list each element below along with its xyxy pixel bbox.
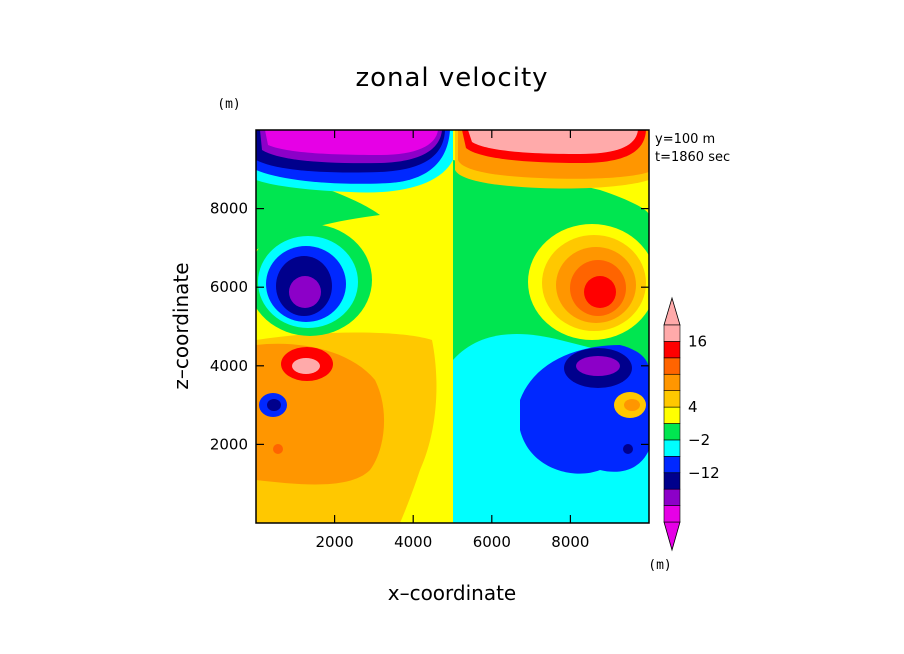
- contour-field: [256, 130, 649, 523]
- contour-right-top-pink: [468, 130, 638, 154]
- annotation-y: y=100 m: [655, 132, 715, 147]
- plot-frame: [255, 129, 650, 524]
- contour-left-lower-orange: [256, 343, 385, 485]
- colorbar-swatch: [663, 324, 681, 342]
- colorbar-level-label: 4: [688, 398, 698, 416]
- x-axis-ticks: 2000 4000 6000 8000: [316, 130, 589, 551]
- contour-left-top-magenta: [265, 130, 438, 155]
- annotation-t: t=1860 sec: [655, 150, 730, 165]
- y-axis-ticks: 2000 4000 6000 8000: [210, 200, 649, 453]
- colorbar-swatch: [663, 373, 681, 391]
- x-tick-label: 8000: [551, 533, 589, 551]
- colorbar-level-label: −12: [688, 464, 720, 482]
- contour-right-purple-core: [576, 356, 620, 376]
- x-tick-label: 6000: [473, 533, 511, 551]
- colorbar-top-arrow: [663, 296, 681, 326]
- contour-left-orange-dot: [273, 444, 283, 454]
- colorbar-swatch: [663, 505, 681, 523]
- colorbar-swatch: [663, 423, 681, 441]
- colorbar-swatch: [663, 357, 681, 375]
- contour-right-orange-small-core: [624, 399, 640, 411]
- contour-left-navy-small: [267, 399, 281, 411]
- x-axis-label: x–coordinate: [388, 581, 517, 605]
- colorbar-swatch: [663, 439, 681, 457]
- colorbar-swatch: [663, 472, 681, 490]
- y-tick-label: 2000: [210, 435, 248, 453]
- y-tick-label: 8000: [210, 200, 248, 218]
- y-tick-label: 4000: [210, 357, 248, 375]
- colorbar-swatch: [663, 406, 681, 424]
- colorbar: 16 4 −2 −12: [663, 296, 720, 552]
- contour-left-mid-purple: [289, 276, 321, 308]
- y-tick-label: 6000: [210, 278, 248, 296]
- colorbar-level-label: −2: [688, 431, 710, 449]
- colorbar-unit: (m): [648, 558, 671, 573]
- colorbar-swatch: [663, 390, 681, 408]
- x-tick-label: 2000: [316, 533, 354, 551]
- contour-right-mid-red: [584, 276, 616, 308]
- x-tick-label: 4000: [394, 533, 432, 551]
- colorbar-bottom-arrow: [663, 521, 681, 552]
- chart-title: zonal velocity: [355, 63, 548, 93]
- colorbar-swatch: [663, 456, 681, 474]
- colorbar-level-label: 16: [688, 332, 707, 350]
- y-axis-label: z–coordinate: [169, 262, 193, 389]
- contour-right-navy-dot: [623, 444, 633, 454]
- y-unit-label: (m): [217, 97, 240, 112]
- colorbar-swatch: [663, 488, 681, 506]
- colorbar-swatch: [663, 341, 681, 359]
- contour-left-pink-core: [292, 358, 320, 374]
